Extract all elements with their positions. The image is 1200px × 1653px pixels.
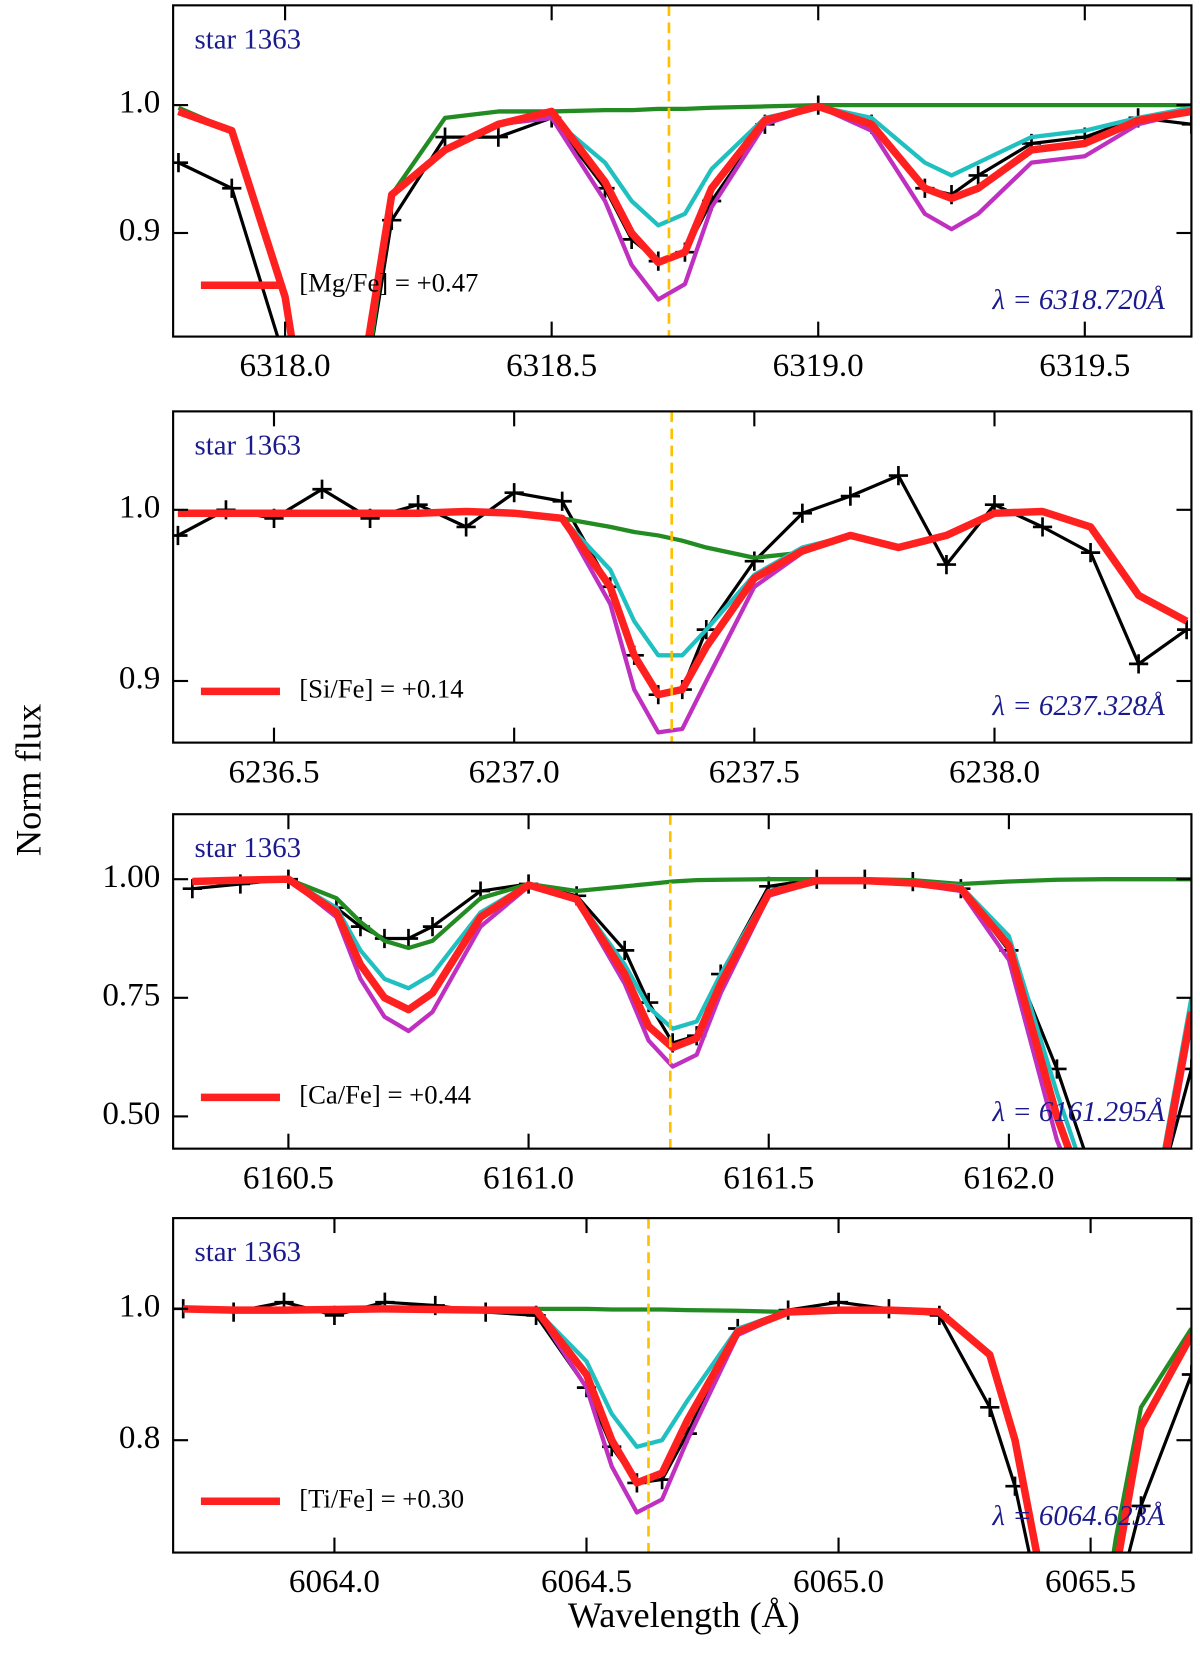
y-tick-label: 1.0 bbox=[119, 1287, 160, 1324]
data-point bbox=[435, 127, 455, 147]
x-tick-label: 6319.5 bbox=[1039, 347, 1130, 384]
series-line bbox=[177, 507, 1189, 699]
x-tick-label: 6237.5 bbox=[709, 753, 800, 790]
y-tick-label: 0.75 bbox=[102, 976, 160, 1013]
frame bbox=[172, 4, 1193, 338]
series-line bbox=[192, 877, 1192, 951]
series-line bbox=[192, 875, 1192, 1149]
legend-label: [Si/Fe] = +0.14 bbox=[299, 673, 463, 703]
data-point bbox=[329, 607, 348, 626]
data-point bbox=[182, 879, 202, 899]
x-tick-label: 6161.5 bbox=[723, 1159, 814, 1196]
data-point bbox=[1131, 1496, 1151, 1516]
data-point bbox=[552, 491, 572, 511]
x-tick-label: 6318.0 bbox=[240, 347, 331, 384]
frame bbox=[172, 410, 1193, 744]
data-point bbox=[222, 178, 242, 198]
plot-area bbox=[182, 814, 1192, 1149]
series-line bbox=[177, 509, 1188, 658]
x-axis-label: Wavelength (Å) bbox=[568, 1595, 800, 1635]
x-tick-label: 6064.0 bbox=[289, 1563, 380, 1600]
data-point bbox=[615, 940, 635, 960]
y-tick-label: 0.50 bbox=[102, 1095, 160, 1132]
data-point bbox=[744, 551, 764, 571]
y-tick-label: 0.8 bbox=[119, 1419, 160, 1456]
data-point bbox=[1177, 620, 1192, 640]
series-line bbox=[177, 103, 1192, 337]
legend-label: [Mg/Fe] = +0.47 bbox=[299, 267, 478, 297]
data-point bbox=[456, 517, 476, 537]
data-point bbox=[792, 503, 812, 523]
series-line bbox=[177, 104, 1192, 337]
series-line bbox=[192, 877, 1192, 1149]
panel: 6318.0 6318.5 6319.0 6319.5 0.9 1.0 star 1363 λ… bbox=[119, 4, 1193, 626]
series-line bbox=[177, 102, 1192, 337]
x-tick-label: 6236.5 bbox=[228, 753, 319, 790]
y-tick-label: 1.00 bbox=[102, 858, 160, 895]
line-label: λ = 6318.720Å bbox=[992, 284, 1166, 316]
panel: 6236.5 6237.0 6237.5 6238.0 0.9 1.0 star 1363 λ… bbox=[119, 410, 1193, 790]
data-point bbox=[1080, 542, 1101, 563]
data-point bbox=[936, 554, 957, 575]
x-tick-label: 6161.0 bbox=[483, 1159, 574, 1196]
line-label: λ = 6237.328Å bbox=[992, 690, 1166, 722]
data-point bbox=[173, 153, 189, 173]
data-point bbox=[488, 127, 508, 147]
frame bbox=[172, 1217, 1193, 1554]
y-tick-label: 0.9 bbox=[119, 212, 160, 249]
panel: 6160.5 6161.0 6161.5 6162.0 0.50 0.75 1.00 star… bbox=[102, 813, 1193, 1196]
y-tick-label: 0.9 bbox=[119, 660, 160, 697]
x-tick-label: 6160.5 bbox=[243, 1159, 334, 1196]
x-tick-label: 6318.5 bbox=[506, 347, 597, 384]
data-point bbox=[840, 486, 861, 506]
x-tick-label: 6319.0 bbox=[773, 347, 864, 384]
y-tick-label: 1.0 bbox=[119, 84, 160, 121]
data-point bbox=[422, 917, 443, 937]
legend-label: [Ca/Fe] = +0.44 bbox=[299, 1079, 471, 1109]
x-tick-label: 6238.0 bbox=[949, 753, 1040, 790]
x-tick-label: 6065.0 bbox=[793, 1563, 884, 1600]
data-point bbox=[888, 465, 909, 486]
series-line bbox=[192, 877, 1192, 1149]
line-label: λ = 6161.295Å bbox=[992, 1096, 1166, 1128]
y-axis-label: Norm flux bbox=[8, 704, 48, 856]
x-tick-label: 6237.0 bbox=[469, 753, 560, 790]
legend-label: [Ti/Fe] = +0.30 bbox=[299, 1483, 464, 1513]
data-point bbox=[398, 928, 419, 949]
data-point bbox=[968, 165, 988, 186]
plot-area bbox=[173, 1218, 1192, 1553]
x-tick-label: 6065.5 bbox=[1045, 1563, 1136, 1600]
data-point bbox=[504, 483, 524, 503]
plot-area bbox=[173, 5, 1192, 626]
data-point bbox=[173, 525, 188, 546]
annotation: star 1363 bbox=[194, 429, 301, 461]
panel: 6064.0 6064.5 6065.0 6065.5 0.8 1.0 star 1363 λ… bbox=[119, 1217, 1193, 1600]
line-label: λ = 6064.623Å bbox=[992, 1500, 1166, 1532]
data-point bbox=[1181, 1364, 1192, 1385]
data-point bbox=[1128, 654, 1149, 674]
data-point bbox=[980, 1397, 1000, 1417]
x-tick-label: 6162.0 bbox=[963, 1159, 1054, 1196]
annotation: star 1363 bbox=[194, 832, 301, 864]
data-point bbox=[355, 377, 374, 396]
y-tick-label: 1.0 bbox=[119, 488, 160, 525]
data-point bbox=[312, 479, 332, 499]
frame bbox=[172, 813, 1193, 1150]
annotation: star 1363 bbox=[194, 23, 301, 55]
series-line bbox=[177, 104, 1192, 337]
plot-area bbox=[173, 411, 1192, 743]
x-tick-label: 6064.5 bbox=[541, 1563, 632, 1600]
data-point bbox=[1032, 517, 1053, 537]
annotation: star 1363 bbox=[194, 1236, 301, 1268]
series-line bbox=[183, 1305, 1192, 1553]
data-point bbox=[1181, 114, 1192, 134]
